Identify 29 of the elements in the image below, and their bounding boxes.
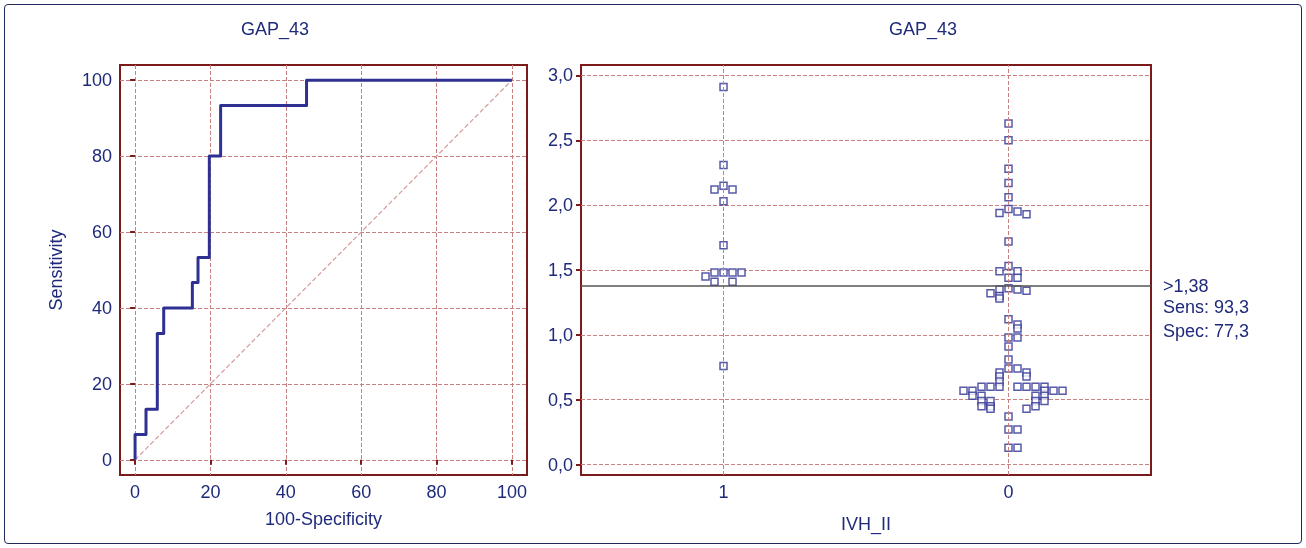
- x-tick-label: 60: [351, 482, 372, 502]
- y-tick-label: 1,0: [547, 324, 574, 345]
- y-tick-label: 0,5: [547, 389, 574, 410]
- x-axis-title: 100-Specificity: [264, 509, 383, 529]
- y-tick-label: 1,5: [547, 260, 574, 280]
- x-tick-label: 100: [496, 482, 527, 502]
- y-tick-label: 100: [81, 70, 112, 91]
- x-tick-label: 40: [275, 482, 296, 502]
- y-tick-label: 80: [91, 146, 112, 167]
- chart-title: GAP_43: [240, 19, 310, 40]
- y-tick-label: 60: [91, 222, 112, 243]
- x-tick-label: 80: [426, 482, 447, 502]
- y-tick-label: 3,0: [547, 65, 574, 86]
- chart-title: GAP_43: [888, 19, 958, 40]
- y-tick-label: 20: [91, 373, 112, 394]
- text: Spec: 77,3: [1163, 320, 1250, 341]
- x-tick-label: 0: [130, 482, 141, 502]
- x-tick-label: 20: [200, 482, 221, 502]
- y-tick-label: 0: [101, 449, 112, 470]
- y-tick-label: 0,0: [547, 454, 574, 475]
- x-tick-label: 1: [718, 482, 729, 502]
- y-axis-title: Sensitivity: [46, 229, 66, 311]
- x-axis-title: IVH_II: [841, 514, 892, 535]
- text: Sens: 93,3: [1163, 296, 1250, 317]
- y-tick-label: 2,5: [547, 130, 574, 151]
- ref-line-label: >1,38: [1163, 275, 1209, 296]
- x-tick-label: 0: [1003, 482, 1014, 502]
- y-tick-label: 40: [91, 297, 112, 318]
- y-tick-label: 2,0: [547, 195, 574, 216]
